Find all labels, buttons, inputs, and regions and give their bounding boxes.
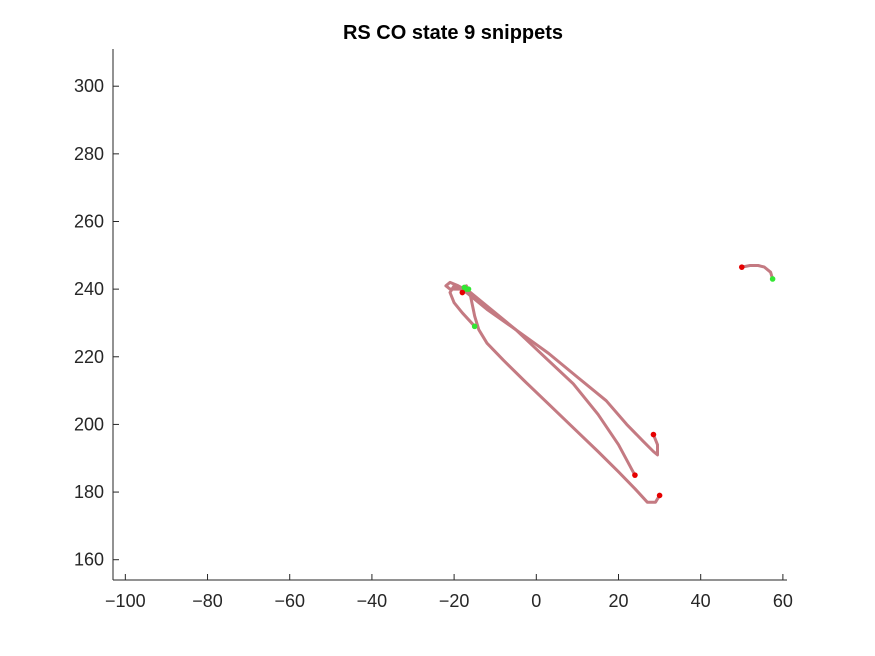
end-point-marker [632,472,638,478]
trajectory-line-2 [444,280,637,477]
end-point-marker [459,289,466,296]
trajectory-line-3 [464,284,662,504]
y-tick-label: 300 [74,76,104,96]
x-tick-label: 20 [608,591,628,611]
y-tick-label: 180 [74,482,104,502]
end-point-marker [738,264,745,270]
x-tick-label: −40 [357,591,388,611]
x-tick-label: −20 [439,591,470,611]
start-point-marker [769,276,776,282]
y-tick-label: 220 [74,347,104,367]
y-tick-label: 280 [74,144,104,164]
y-tick-label: 240 [74,279,104,299]
start-point-marker [471,323,478,330]
x-tick-label: −60 [274,591,305,611]
end-point-marker [650,431,657,438]
plot-area [444,264,776,504]
x-tick-label: 0 [531,591,541,611]
start-point-marker [465,286,472,292]
y-tick-label: 200 [74,414,104,434]
x-tick-label: −80 [192,591,223,611]
trajectory-line-4 [740,264,775,281]
x-tick-label: 40 [691,591,711,611]
axes: −100 −80 −60 −40 −20 0 20 40 60 160 180 200 220 240 26… [74,49,793,611]
y-tick-label: 260 [74,211,104,231]
x-tick-label: 60 [773,591,793,611]
y-tick-label: 160 [74,550,104,570]
end-point-marker [656,492,663,499]
x-tick-label: −100 [105,591,146,611]
trajectory-line-1 [448,284,659,457]
chart-title: RS CO state 9 snippets [343,22,563,44]
